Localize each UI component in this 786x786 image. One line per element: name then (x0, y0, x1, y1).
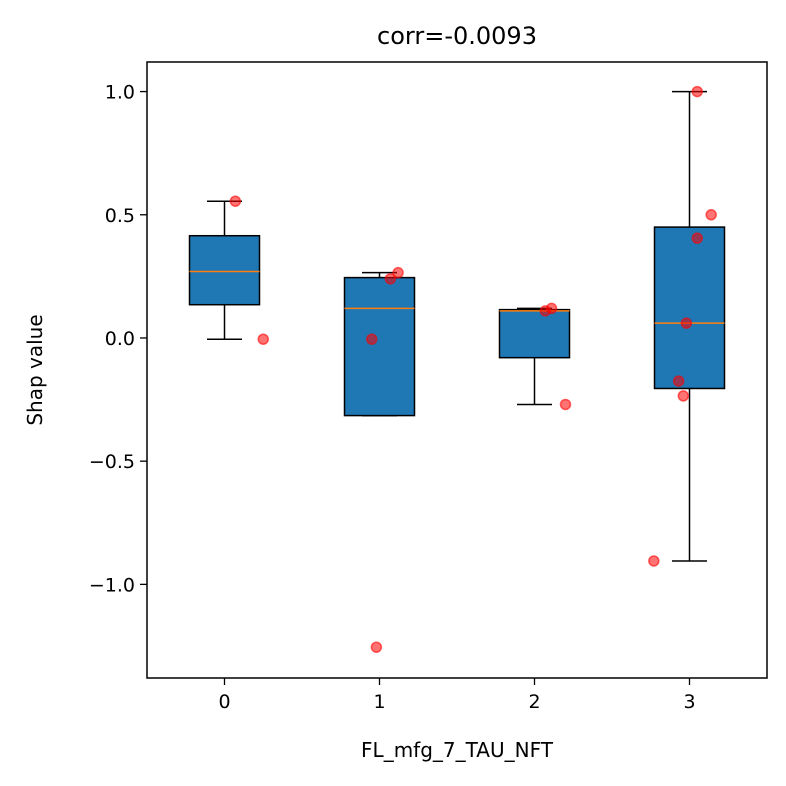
x-tick-label-0: 0 (218, 691, 230, 713)
y-tick-label-2: 0.0 (105, 328, 135, 350)
y-tick-label-0: 1.0 (105, 82, 135, 104)
axes: 0 1 2 3 1.0 0.5 0.0 −0.5 −1.0 (89, 82, 696, 713)
data-point-13 (691, 232, 703, 244)
data-point-9 (648, 555, 660, 567)
plot-marks (188, 85, 726, 653)
x-axis-label: FL_mfg_7_TAU_NFT (361, 738, 554, 762)
x-tick-label-1: 1 (373, 691, 385, 713)
x-tick-label-2: 2 (528, 691, 540, 713)
y-tick-label-3: −0.5 (89, 451, 135, 473)
y-tick-label-1: 0.5 (105, 205, 135, 227)
box-0 (188, 234, 261, 306)
data-point-12 (680, 317, 693, 329)
data-point-7 (545, 302, 558, 315)
data-point-14 (691, 85, 703, 98)
data-point-2 (366, 333, 378, 345)
data-point-4 (384, 273, 397, 285)
box-1 (343, 276, 416, 417)
data-point-1 (257, 333, 269, 345)
y-tick-label-4: −1.0 (89, 574, 135, 596)
data-point-3 (370, 641, 383, 653)
data-point-8 (559, 398, 572, 411)
box-2 (498, 308, 571, 359)
plot-frame (146, 61, 768, 679)
chart-title: corr=-0.0093 (377, 22, 537, 50)
data-point-15 (705, 209, 717, 221)
data-point-0 (229, 195, 242, 207)
data-point-10 (672, 375, 685, 387)
data-point-5 (392, 266, 404, 279)
y-axis-label: Shap value (23, 314, 47, 425)
data-point-11 (677, 390, 690, 402)
x-tick-label-3: 3 (683, 691, 695, 713)
box-3 (653, 226, 726, 390)
